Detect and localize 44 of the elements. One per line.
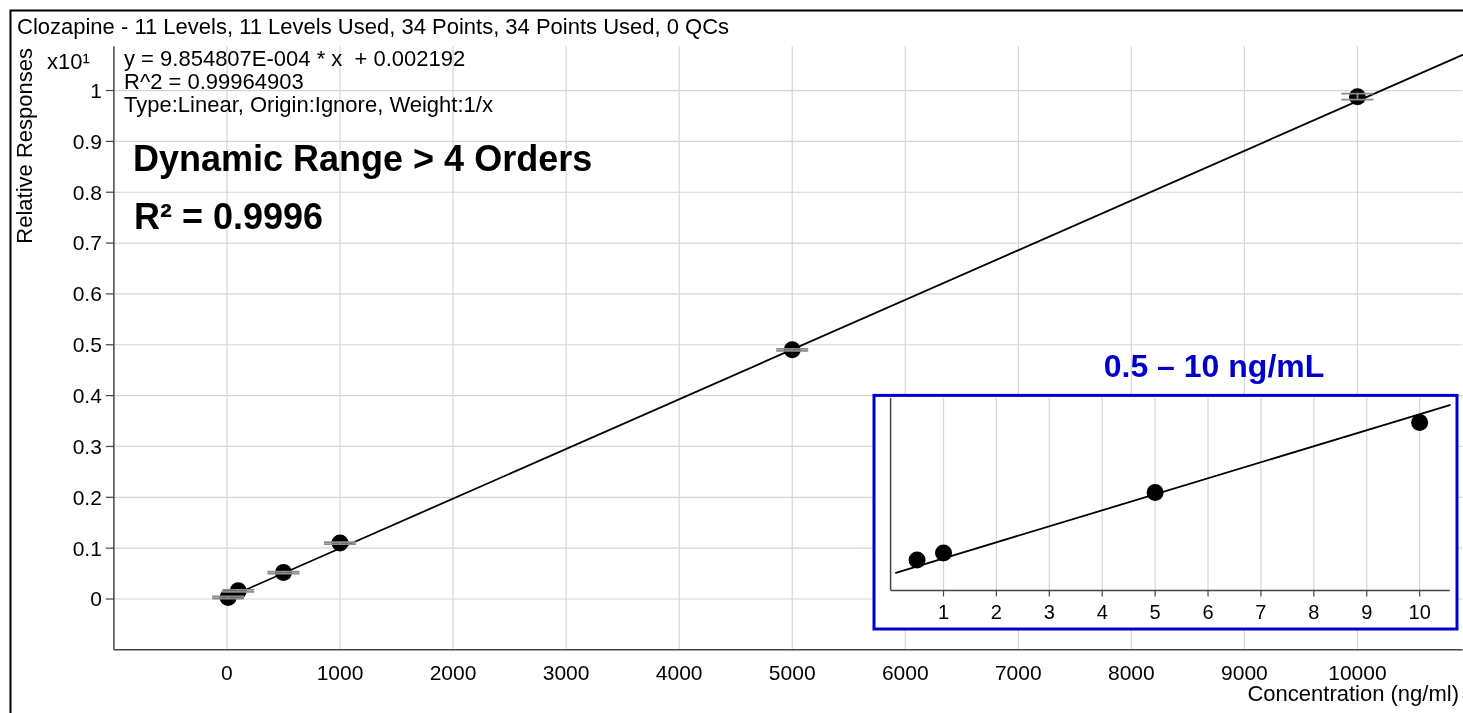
x-tick-label: 7000 (994, 661, 1042, 684)
x-tick-label: 8000 (1108, 661, 1155, 684)
annotation: R² = 0.9996 (134, 196, 324, 237)
x-tick-label: 5 (1149, 601, 1161, 623)
y-tick-label: 0.2 (72, 485, 102, 509)
y-tick-label: 1 (90, 78, 102, 102)
x-axis-title: Concentration (ng/ml) (1247, 681, 1459, 706)
x-tick-label: 2000 (429, 661, 477, 684)
x-tick-label: 9 (1361, 601, 1373, 623)
y-tick-label: 0.5 (72, 333, 102, 357)
x-tick-label: 3 (1043, 601, 1055, 623)
point (1411, 413, 1429, 431)
point (908, 551, 926, 569)
point (935, 544, 952, 562)
x-tick-label: 5000 (768, 661, 816, 684)
x-tick-label: 8 (1308, 601, 1320, 623)
x-tick-label: 7 (1255, 601, 1267, 623)
x-tick-label: 0 (221, 661, 233, 684)
chart-title: 0.5 – 10 ng/mL (1103, 348, 1325, 384)
annotation: Type:Linear, Origin:Ignore, Weight:1/x (124, 92, 493, 117)
x-tick-label: 10 (1408, 601, 1431, 623)
x-tick-label: 4 (1096, 601, 1108, 623)
x-tick-label: 10000 (1328, 661, 1387, 684)
y-tick-label: 0.7 (72, 231, 102, 255)
y-tick-label: 0.6 (72, 282, 102, 306)
text: x10¹ (47, 49, 90, 74)
x-tick-label: 9000 (1221, 661, 1268, 684)
y-axis-title: Relative Responses (12, 48, 37, 244)
x-tick-label: 4000 (655, 661, 703, 684)
annotation: Dynamic Range > 4 Orders (133, 138, 593, 179)
annotation: y = 9.854807E-004 * x + 0.002192 (124, 46, 466, 71)
x-tick-label: 6000 (881, 661, 929, 684)
y-tick-label: 0.9 (72, 129, 102, 153)
y-tick-label: 0.1 (72, 536, 102, 560)
x-tick-label: 2 (990, 601, 1002, 623)
x-tick-label: 1000 (316, 661, 364, 684)
x-tick-label: 3000 (542, 661, 590, 684)
y-tick-label: 0.3 (72, 434, 102, 458)
y-tick-label: 0.8 (72, 180, 102, 204)
point (1146, 484, 1164, 502)
y-tick-label: 0.4 (72, 383, 103, 407)
chart-title: Clozapine - 11 Levels, 11 Levels Used, 34 Points, 34 Points Used, 0 QCs (17, 14, 730, 39)
x-tick-label: 1 (937, 601, 950, 623)
x-tick-label: 6 (1202, 601, 1214, 623)
